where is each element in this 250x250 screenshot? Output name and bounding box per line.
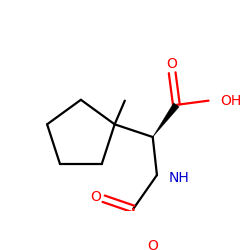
Text: NH: NH (169, 170, 190, 184)
Text: O: O (148, 239, 158, 250)
Polygon shape (153, 103, 179, 137)
Text: O: O (167, 57, 177, 71)
Text: O: O (90, 190, 101, 204)
Text: OH: OH (220, 94, 242, 108)
